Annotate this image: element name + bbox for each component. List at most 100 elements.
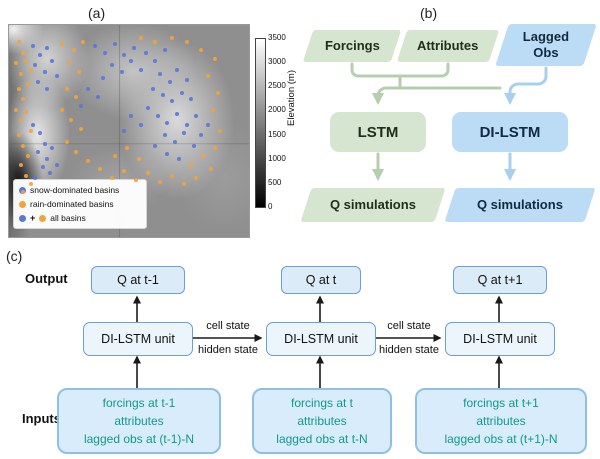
basin-dot-snow: [119, 69, 124, 74]
colorbar-tick: 2500: [268, 81, 286, 91]
basin-dot-snow: [139, 67, 143, 72]
basin-dot-rain: [194, 175, 199, 180]
input-line: attributes: [476, 414, 526, 428]
colorbar-tick: 1500: [268, 129, 286, 139]
panel-a-label: (a): [88, 5, 106, 21]
basin-dot-snow: [199, 133, 203, 138]
basin-dot-rain: [23, 173, 28, 178]
basin-dot-snow: [79, 103, 83, 108]
input-line: attributes: [114, 414, 164, 428]
basin-dot-rain: [79, 126, 83, 131]
basin-dot-rain: [139, 35, 143, 40]
forcings-node: Forcings: [302, 30, 402, 62]
basin-dot-snow: [47, 171, 52, 176]
basin-dot-snow: [175, 67, 179, 72]
basin-dot-rain: [23, 109, 28, 114]
colorbar-tick: 3000: [268, 57, 286, 67]
basin-dot-snow: [129, 59, 134, 64]
basin-dot-rain: [146, 171, 151, 176]
basin-dot-rain: [21, 143, 26, 148]
basin-dot-snow: [35, 150, 40, 155]
legend-label: rain-dominated basins: [30, 199, 114, 209]
basin-dot-rain: [122, 169, 127, 174]
basin-dot-rain: [158, 179, 163, 184]
q-output-box-t-1: Q at t-1: [91, 266, 185, 294]
lstm-label: LSTM: [357, 123, 399, 141]
lagged-obs-node: Lagged Obs: [495, 24, 597, 66]
basin-dot-rain: [19, 71, 23, 76]
basin-dot-rain: [86, 158, 91, 163]
hidden-state-label: hidden state: [198, 344, 258, 356]
q-simulations-green-label: Q simulations: [330, 196, 416, 212]
basin-dot-snow: [139, 122, 143, 127]
basin-dot-rain: [14, 61, 19, 66]
basin-dot-rain: [28, 129, 33, 133]
basin-dot-rain: [64, 139, 69, 144]
basin-dot-rain: [81, 39, 86, 44]
basin-dot-rain: [26, 82, 31, 87]
basin-dot-snow: [170, 99, 175, 104]
lstm-node: LSTM: [330, 112, 426, 152]
basin-dot-rain: [67, 61, 71, 66]
legend-label: snow-dominated basins: [30, 185, 120, 195]
lagged-obs-label: Lagged Obs: [522, 28, 570, 60]
di-lstm-unit-label: DI-LSTM unit: [463, 332, 537, 346]
inputs-row-label: Inputs: [22, 411, 61, 426]
basin-dot-snow: [146, 105, 151, 110]
basin-dot-snow: [153, 143, 158, 148]
basin-dot-snow: [45, 86, 50, 91]
basin-dot-snow: [55, 73, 59, 78]
inputs-box-t: forcings at t attributes lagged obs at t…: [252, 388, 392, 454]
input-line: lagged obs at (t-1)-N: [83, 432, 195, 446]
q-simulations-blue-label: Q simulations: [477, 196, 563, 212]
basin-dot-rain: [215, 90, 220, 95]
basin-dot-rain: [184, 39, 189, 44]
attributes-node: Attributes: [396, 30, 500, 62]
basin-dot-snow: [167, 80, 172, 85]
basin-dot-rain: [28, 67, 33, 72]
snow-dot-icon: [19, 214, 26, 222]
basin-dot-rain: [211, 107, 215, 112]
forcings-label: Forcings: [324, 37, 380, 53]
basin-dot-rain: [213, 145, 218, 150]
basin-dot-snow: [33, 175, 38, 180]
snow-dot-icon: [19, 186, 26, 194]
arrow-to-lstm: [372, 86, 502, 105]
basin-dot-snow: [165, 152, 170, 157]
basin-dot-rain: [112, 154, 117, 159]
basin-dot-rain: [21, 50, 26, 55]
basin-dot-snow: [38, 131, 43, 136]
basin-dot-snow: [189, 97, 194, 102]
basin-dot-rain: [69, 118, 74, 123]
basin-dot-snow: [155, 114, 160, 119]
basin-dot-snow: [45, 156, 50, 161]
basin-dot-snow: [50, 145, 55, 150]
output-row-label: Output: [25, 271, 68, 286]
basin-dot-rain: [136, 156, 141, 161]
basin-dot-snow: [35, 80, 40, 85]
basin-dot-snow: [50, 59, 55, 64]
q-simulations-blue-node: Q simulations: [444, 188, 596, 222]
basin-dot-snow: [110, 63, 115, 68]
basin-dot-snow: [103, 50, 107, 55]
basin-dot-rain: [64, 86, 69, 91]
input-line: forcings at t+1: [463, 396, 539, 410]
basin-dot-snow: [184, 122, 189, 127]
basin-dot-rain: [74, 150, 79, 155]
basin-dot-rain: [59, 107, 64, 112]
inputs-box-t+1: forcings at t+1 attributes lagged obs at…: [415, 388, 587, 454]
basin-dot-snow: [153, 59, 158, 64]
basin-dot-snow: [163, 133, 167, 138]
basin-dot-rain: [19, 118, 23, 123]
basin-dot-rain: [201, 154, 206, 159]
basin-dot-snow: [158, 71, 163, 76]
basin-dot-rain: [59, 42, 64, 47]
basin-dot-snow: [172, 139, 177, 144]
arrow-laggedobs-to-dilstm: [504, 66, 548, 105]
basin-dot-rain: [124, 145, 129, 150]
di-lstm-node: DI-LSTM: [452, 112, 568, 152]
panel-b-label: (b): [420, 5, 438, 21]
cell-state-label: cell state: [206, 320, 250, 332]
basin-dot-snow: [31, 122, 35, 127]
